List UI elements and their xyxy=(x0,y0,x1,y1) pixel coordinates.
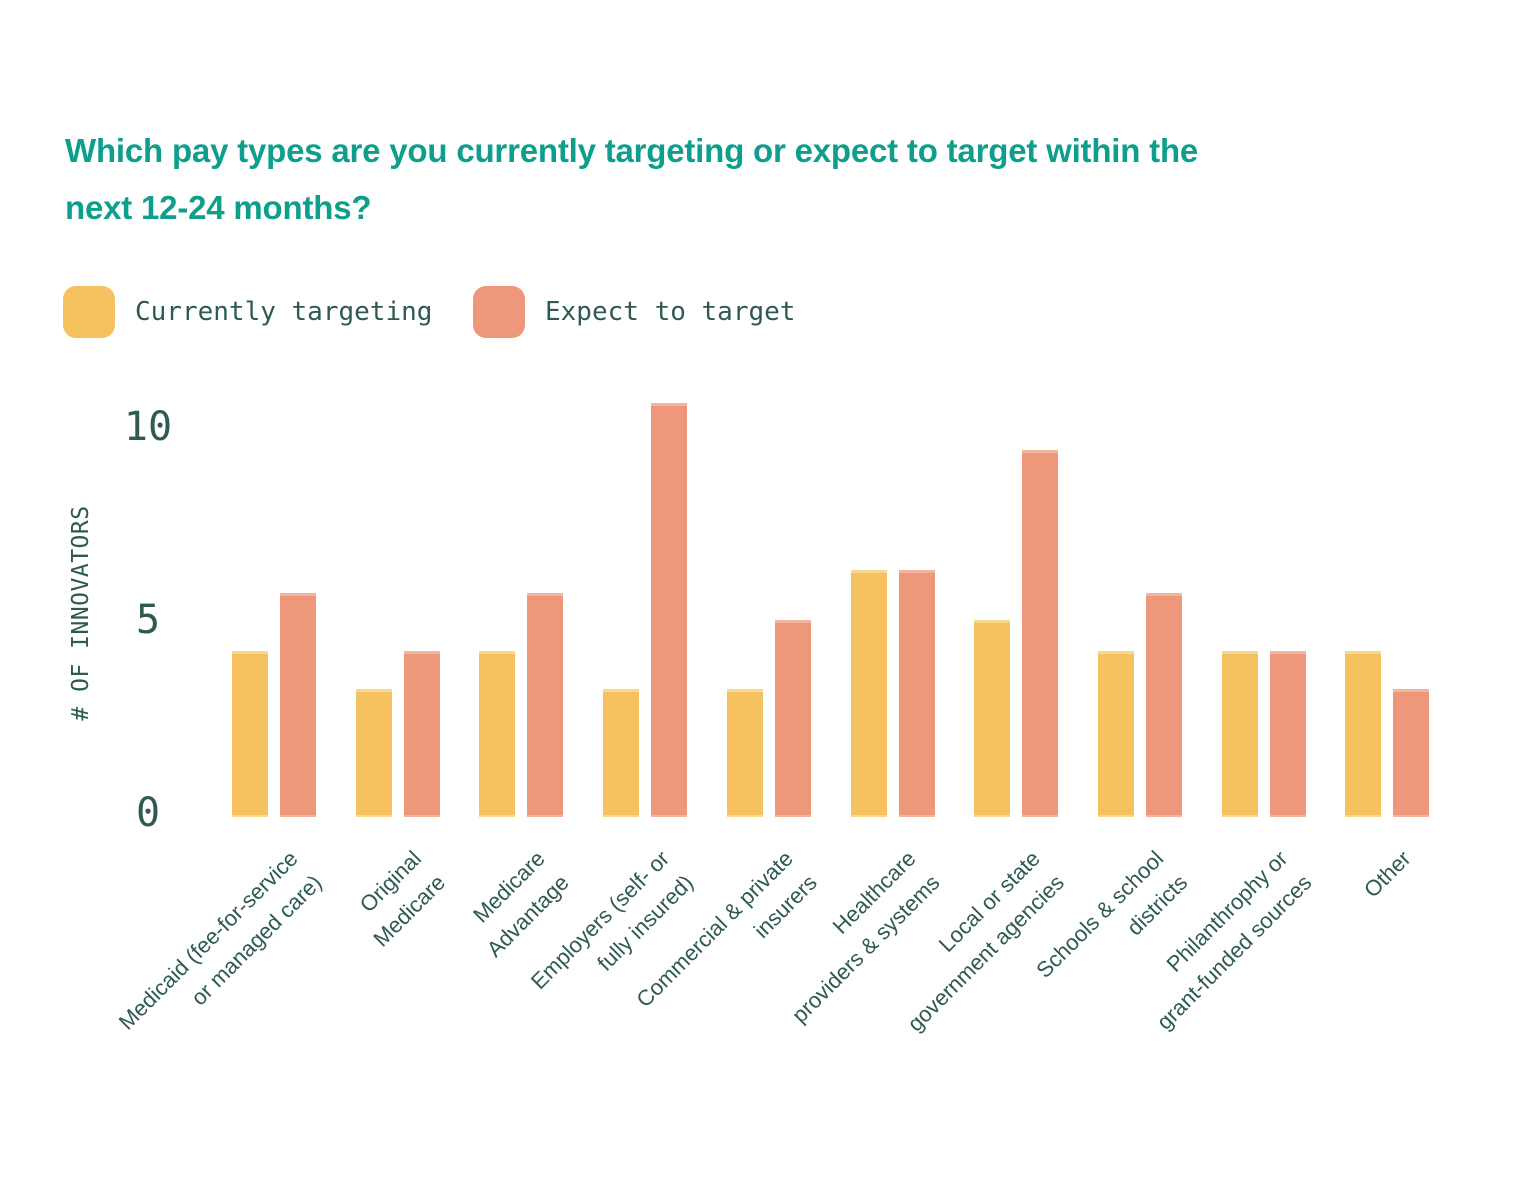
bar-expect-8 xyxy=(1269,650,1306,817)
bar-current-2 xyxy=(479,650,516,817)
bar-current-1 xyxy=(355,689,392,817)
bar-current-4 xyxy=(726,689,763,817)
bar-expect-5 xyxy=(898,569,935,817)
x-axis-label-9: Other xyxy=(1359,845,1416,903)
chart-title-line-1: Which pay types are you currently target… xyxy=(65,132,1199,169)
bar-current-0 xyxy=(232,650,268,817)
bar-current-3 xyxy=(603,689,640,817)
bar-current-8 xyxy=(1221,650,1258,817)
bar-current-6 xyxy=(974,619,1011,817)
chart-title-line-2: next 12-24 months? xyxy=(65,189,372,226)
bar-expect-4 xyxy=(774,619,811,817)
y-tick-10: 10 xyxy=(123,403,173,450)
bar-expect-2 xyxy=(527,592,564,817)
bar-expect-3 xyxy=(651,403,688,817)
y-tick-0: 0 xyxy=(135,790,161,836)
bar-expect-1 xyxy=(403,650,440,817)
bar-expect-0 xyxy=(280,592,316,817)
legend-swatch-currently-targeting xyxy=(63,286,115,338)
bar-expect-9 xyxy=(1393,689,1430,817)
y-tick-5: 5 xyxy=(135,596,161,643)
legend-label-currently-targeting: Currently targeting xyxy=(135,297,433,327)
legend-swatch-expect-to-target xyxy=(473,286,525,338)
bar-current-5 xyxy=(850,569,887,817)
legend-label-expect-to-target: Expect to target xyxy=(545,297,796,327)
bar-current-9 xyxy=(1345,650,1382,817)
x-axis-label-0: Medicaid (fee-for-service or managed care… xyxy=(113,845,327,1035)
bar-expect-7 xyxy=(1145,592,1182,817)
bar-current-7 xyxy=(1097,650,1134,817)
chart-title: Which pay types are you currently target… xyxy=(65,122,1198,236)
x-axis-label-1: Original Medicare xyxy=(354,845,451,952)
bar-expect-6 xyxy=(1022,449,1059,817)
